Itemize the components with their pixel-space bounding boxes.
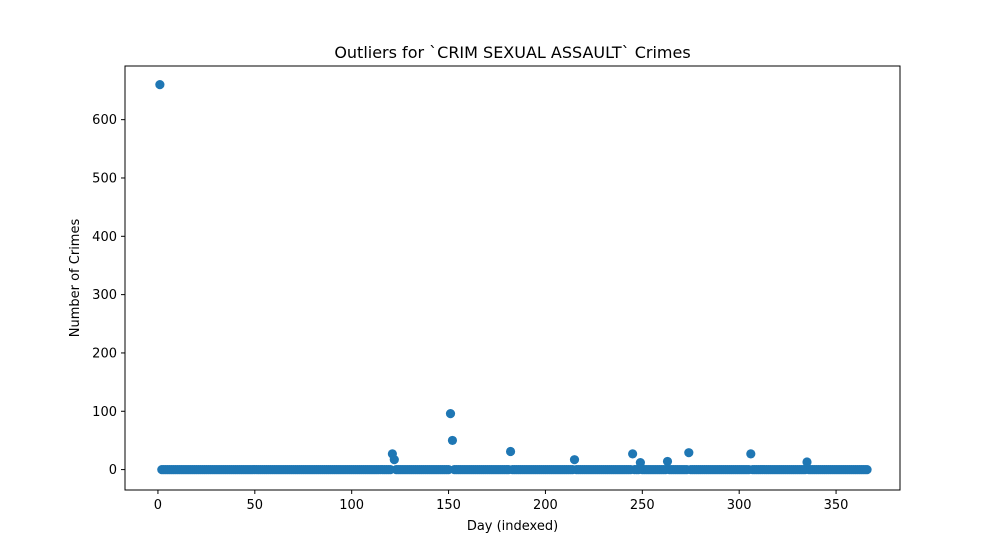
y-tick-label: 400 <box>92 230 117 245</box>
data-point-outlier <box>389 455 399 465</box>
data-point-outlier <box>447 435 458 446</box>
y-axis-label: Number of Crimes <box>68 219 83 338</box>
data-point-outlier <box>802 457 812 467</box>
x-tick-label: 350 <box>824 498 849 513</box>
y-tick-label: 300 <box>92 288 117 303</box>
data-point-outlier <box>746 449 756 459</box>
data-point-outlier <box>569 455 580 465</box>
x-axis-label: Day (indexed) <box>467 519 558 534</box>
data-point-outlier <box>628 449 638 459</box>
data-point-outlier <box>635 457 645 468</box>
x-tick-label: 300 <box>727 498 752 513</box>
data-point-outlier <box>155 80 165 90</box>
y-tick-label: 500 <box>92 171 117 186</box>
x-tick-label: 100 <box>339 498 364 513</box>
x-tick-label: 200 <box>533 498 558 513</box>
data-point-outlier <box>445 409 456 419</box>
y-tick-label: 0 <box>109 463 117 478</box>
y-tick-label: 200 <box>92 346 117 361</box>
chart-title: Outliers for `CRIM SEXUAL ASSAULT` Crime… <box>334 43 690 62</box>
x-tick-label: 50 <box>247 498 264 513</box>
data-points <box>155 80 872 475</box>
x-tick-label: 250 <box>630 498 655 513</box>
y-tick-label: 100 <box>92 405 117 420</box>
y-tick-label: 600 <box>92 113 117 128</box>
plot-area-frame <box>124 65 901 491</box>
x-tick-label: 0 <box>154 498 162 513</box>
data-point-outlier <box>684 448 694 458</box>
x-tick-label: 150 <box>436 498 461 513</box>
data-point-outlier <box>505 446 516 457</box>
y-axis-ticks: 0 100 200 300 400 500 600 <box>92 113 125 478</box>
x-axis-ticks: 0 50 100 150 200 250 300 350 <box>154 490 849 513</box>
data-point-outlier <box>662 456 673 467</box>
data-point <box>862 464 872 475</box>
